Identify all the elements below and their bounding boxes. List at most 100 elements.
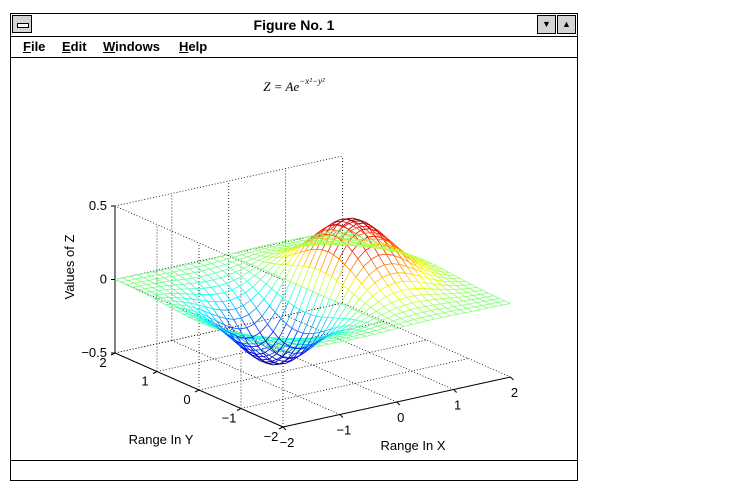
mesh-line bbox=[204, 306, 212, 314]
mesh-line bbox=[295, 332, 304, 349]
mesh-line bbox=[393, 290, 402, 294]
mesh-line bbox=[351, 236, 360, 239]
mesh-line bbox=[178, 307, 187, 310]
mesh-line bbox=[282, 297, 289, 303]
menu-file[interactable]: File bbox=[23, 39, 45, 54]
menu-help[interactable]: Help bbox=[179, 39, 207, 54]
mesh-line bbox=[227, 308, 236, 311]
mesh-line bbox=[378, 301, 385, 307]
mesh-line bbox=[414, 268, 423, 273]
mesh-line bbox=[248, 351, 257, 355]
mesh-line bbox=[384, 244, 391, 247]
mesh-line bbox=[211, 285, 219, 288]
mesh-line bbox=[368, 274, 376, 284]
mesh-line bbox=[230, 330, 239, 335]
minimize-button[interactable]: ▼ bbox=[537, 15, 556, 34]
mesh-line bbox=[289, 265, 299, 282]
mesh-line bbox=[283, 360, 292, 363]
mesh-line bbox=[281, 338, 290, 341]
mesh-line bbox=[287, 357, 294, 359]
mesh-line bbox=[328, 240, 337, 243]
y-axis-label: Range In Y bbox=[129, 432, 194, 447]
maximize-button[interactable]: ▲ bbox=[557, 15, 576, 34]
mesh-line bbox=[291, 309, 300, 329]
mesh-line bbox=[383, 325, 392, 329]
mesh-line bbox=[235, 339, 244, 346]
mesh-line bbox=[382, 273, 391, 278]
mesh-line bbox=[326, 336, 333, 339]
mesh-line bbox=[210, 323, 219, 329]
mesh-line bbox=[360, 220, 366, 223]
mesh-line bbox=[310, 238, 316, 242]
mesh-line bbox=[448, 285, 455, 290]
mesh-line bbox=[297, 265, 304, 267]
mesh-line bbox=[334, 325, 343, 333]
mesh-line bbox=[294, 240, 303, 243]
mesh-line bbox=[210, 287, 218, 295]
mesh-line bbox=[472, 309, 481, 312]
mesh-line bbox=[179, 274, 186, 280]
mesh-line bbox=[442, 297, 451, 300]
mesh-line bbox=[412, 302, 419, 309]
mesh-line bbox=[491, 297, 500, 301]
mesh-line bbox=[261, 316, 268, 325]
mesh-line bbox=[241, 276, 248, 282]
mesh-line bbox=[467, 292, 474, 296]
mesh-line bbox=[152, 287, 159, 291]
mesh-line bbox=[256, 299, 265, 309]
mesh-line bbox=[336, 264, 346, 281]
mesh-line bbox=[248, 271, 255, 276]
menu-edit[interactable]: Edit bbox=[62, 39, 87, 54]
menu-windows[interactable]: Windows bbox=[103, 39, 160, 54]
mesh-line bbox=[259, 360, 268, 364]
mesh-line bbox=[191, 312, 200, 316]
mesh-line bbox=[280, 255, 290, 265]
chart-title: Z = Ae−x²−y² bbox=[263, 76, 325, 94]
mesh-line bbox=[374, 245, 380, 248]
mesh-line bbox=[152, 286, 161, 288]
mesh-line bbox=[258, 260, 265, 263]
mesh-line bbox=[234, 336, 243, 344]
mesh-line bbox=[228, 252, 237, 255]
mesh-line bbox=[389, 272, 398, 275]
mesh-line bbox=[381, 310, 390, 316]
mesh-line bbox=[241, 314, 249, 319]
mesh-line bbox=[446, 274, 453, 279]
mesh-line bbox=[156, 277, 165, 280]
mesh-line bbox=[381, 330, 390, 333]
mesh-line bbox=[480, 292, 489, 295]
mesh-line bbox=[220, 256, 227, 260]
mesh-line bbox=[461, 304, 468, 309]
mesh-line bbox=[266, 347, 275, 353]
mesh-line bbox=[431, 271, 440, 275]
mesh-line bbox=[495, 304, 503, 307]
mesh-line bbox=[463, 284, 472, 286]
mesh-line bbox=[240, 346, 249, 353]
mesh-line bbox=[414, 269, 421, 277]
mesh-line bbox=[283, 246, 292, 250]
mesh-line bbox=[338, 306, 347, 319]
title-bar[interactable]: Figure No. 1 ▼ ▲ bbox=[11, 14, 577, 37]
mesh-line bbox=[186, 293, 193, 300]
mesh-line bbox=[336, 340, 344, 344]
system-menu-button[interactable] bbox=[12, 15, 32, 33]
mesh-line bbox=[319, 243, 328, 245]
mesh-line bbox=[399, 263, 408, 267]
mesh-line bbox=[174, 300, 183, 303]
mesh-line bbox=[298, 340, 305, 345]
mesh-line bbox=[385, 248, 392, 251]
mesh-line bbox=[376, 268, 383, 278]
mesh-line bbox=[472, 295, 479, 299]
mesh-line bbox=[368, 315, 375, 319]
mesh-line bbox=[419, 276, 427, 284]
mesh-line bbox=[385, 296, 392, 303]
mesh-line bbox=[353, 294, 360, 300]
mesh-line bbox=[152, 271, 159, 276]
mesh-line bbox=[502, 303, 511, 306]
mesh-line bbox=[244, 347, 251, 351]
mesh-line bbox=[343, 329, 352, 333]
mesh-line bbox=[234, 256, 241, 260]
mesh-line bbox=[183, 263, 191, 267]
mesh-line bbox=[266, 242, 275, 246]
mesh-line bbox=[312, 291, 319, 295]
